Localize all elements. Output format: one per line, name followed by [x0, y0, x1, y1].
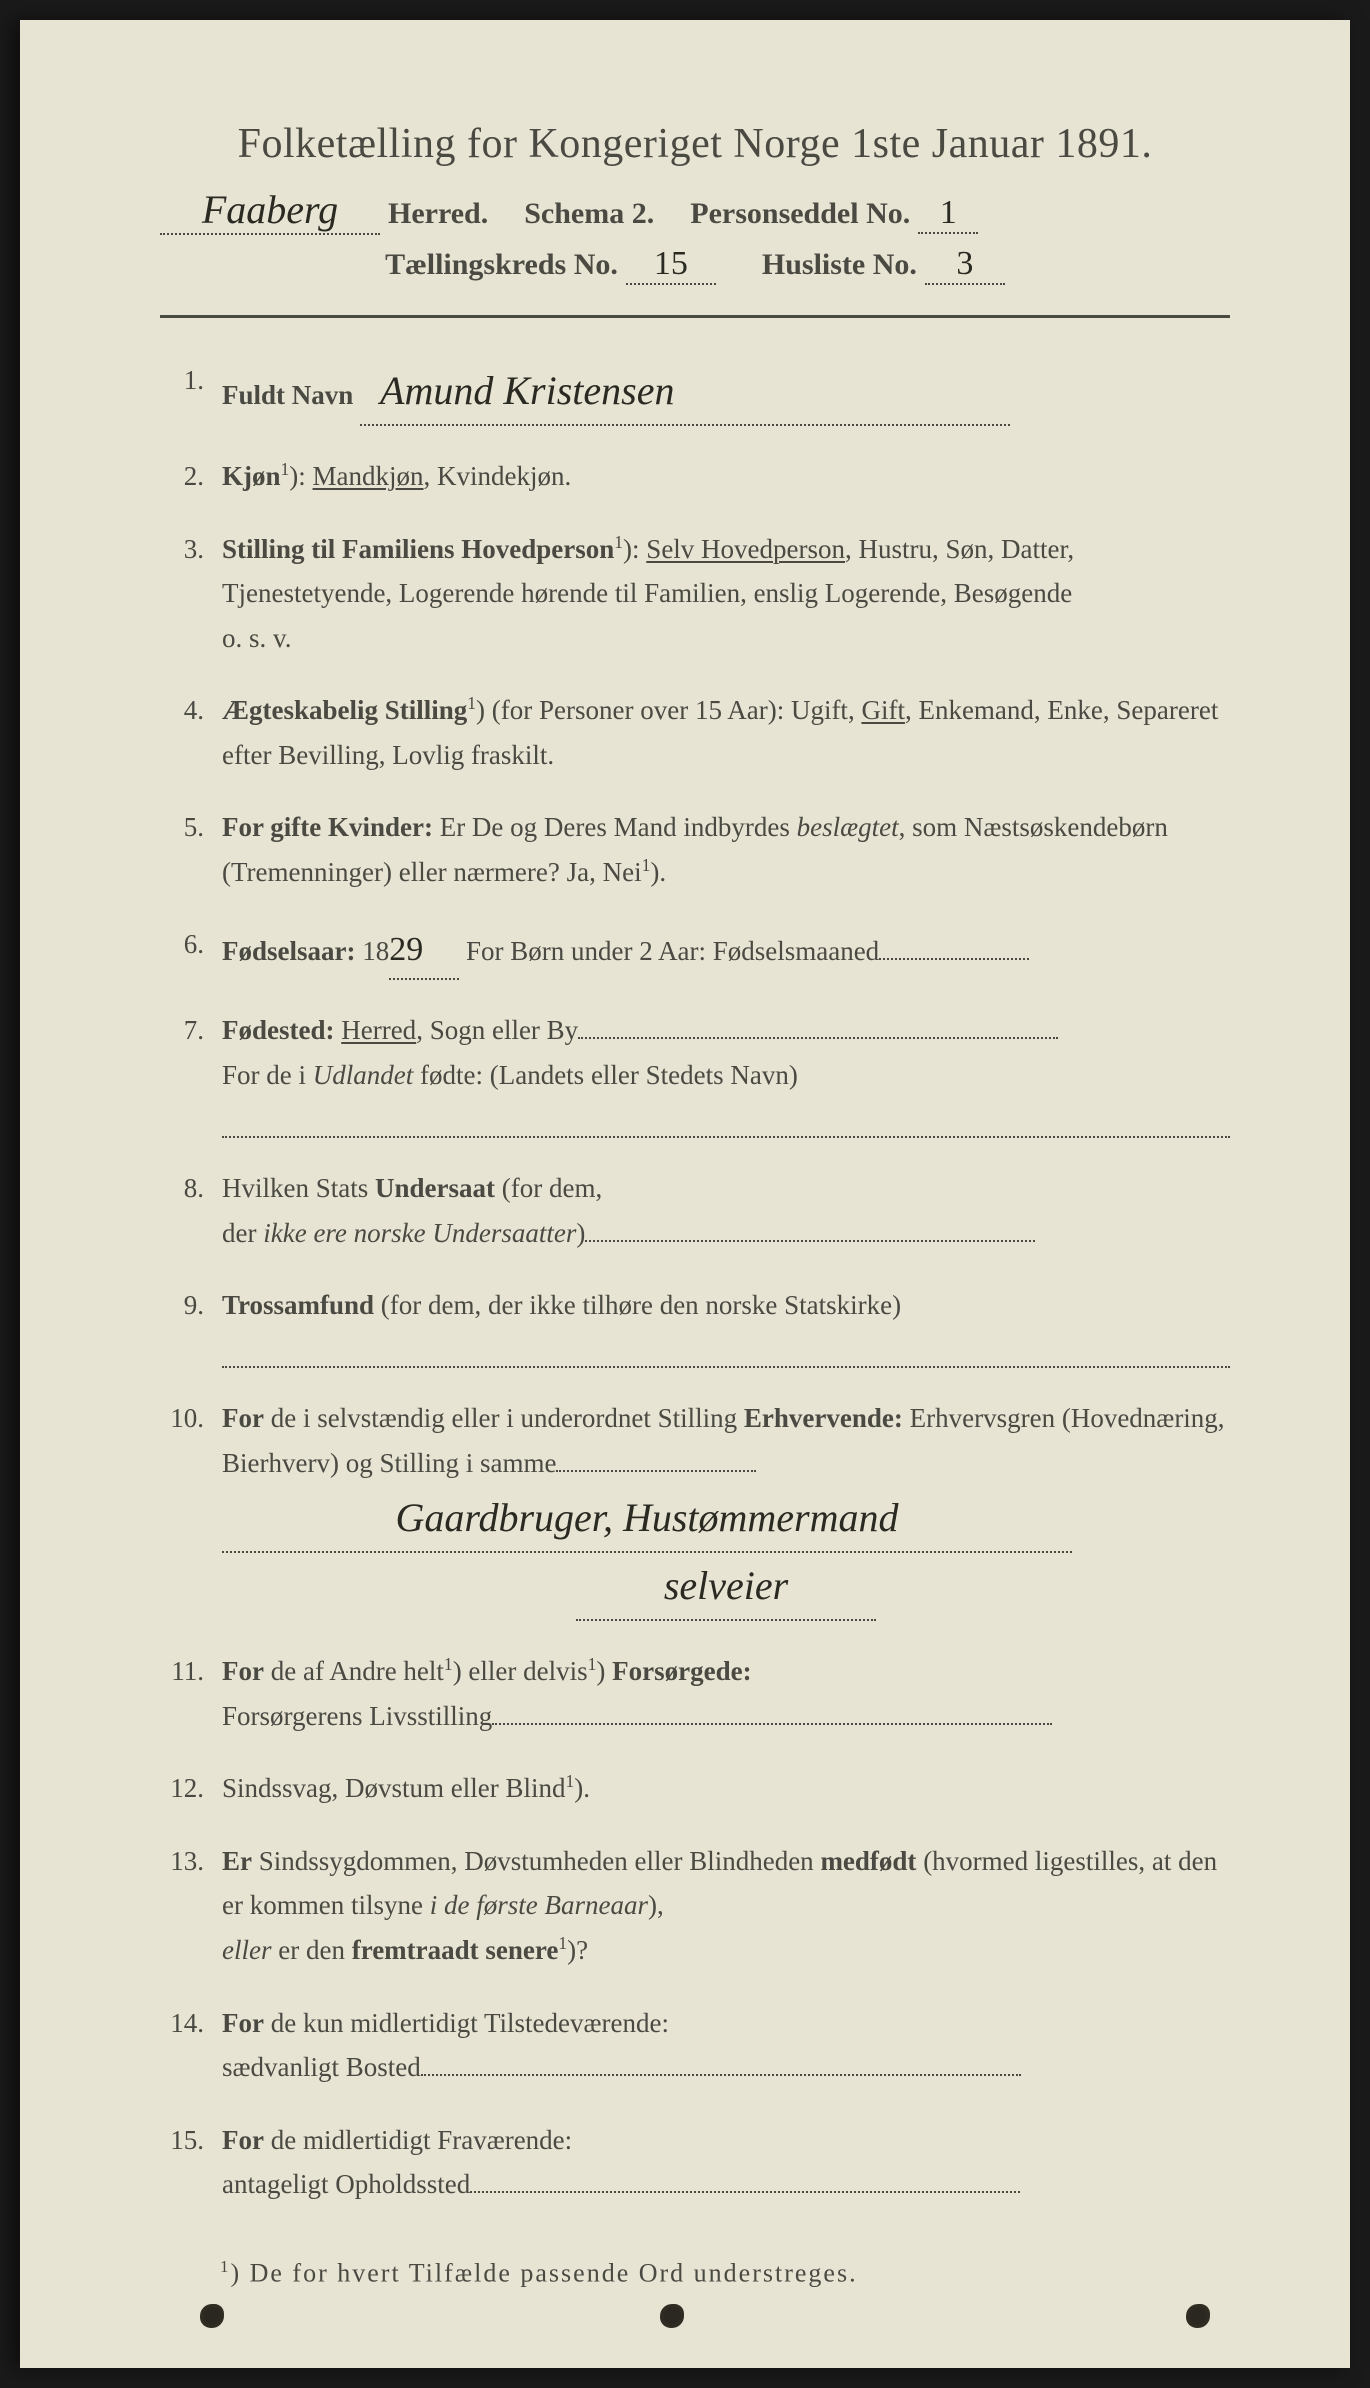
item-13: 13. Er Sindssygdommen, Døvstumheden elle… [160, 1839, 1230, 1973]
q4-gift: Gift [861, 695, 905, 725]
q7-herred: Herred [341, 1015, 416, 1045]
personseddel-label: Personseddel No. [690, 197, 910, 231]
item-8: 8. Hvilken Stats Undersaat (for dem, der… [160, 1166, 1230, 1255]
item-5: 5. For gifte Kvinder: Er De og Deres Man… [160, 805, 1230, 894]
q4-label: Ægteskabelig Stilling [222, 695, 467, 725]
kreds-label: Tællingskreds No. [385, 248, 618, 282]
divider-line [160, 315, 1230, 318]
item-10: 10. For de i selvstændig eller i underor… [160, 1396, 1230, 1621]
q10-hw2: selveier [576, 1553, 876, 1621]
q6-label: Fødselsaar: [222, 936, 355, 966]
schema-label: Schema 2. [524, 197, 654, 231]
census-form-page: Folketælling for Kongeriget Norge 1ste J… [20, 20, 1350, 2368]
punch-hole-right [1186, 2304, 1210, 2328]
q5-label: For gifte Kvinder: [222, 812, 433, 842]
personseddel-no: 1 [918, 194, 978, 234]
punch-hole-center [660, 2304, 684, 2328]
header-row-1: Faaberg Herred. Schema 2. Personseddel N… [160, 186, 1230, 235]
item-2: 2. Kjøn1): Mandkjøn, Kvindekjøn. [160, 454, 1230, 499]
q2-label: Kjøn [222, 461, 281, 491]
item-4: 4. Ægteskabelig Stilling1) (for Personer… [160, 688, 1230, 777]
header-row-2: Tællingskreds No. 15 Husliste No. 3 [160, 245, 1230, 285]
husliste-label: Husliste No. [762, 248, 917, 282]
item-6: 6. Fødselsaar: 1829 For Børn under 2 Aar… [160, 922, 1230, 980]
q9-trossamfund: Trossamfund [222, 1290, 374, 1320]
punch-hole-left [200, 2304, 224, 2328]
q1-label: Fuldt Navn [222, 380, 353, 410]
q6-year: 29 [389, 922, 459, 980]
item-12: 12. Sindssvag, Døvstum eller Blind1). [160, 1766, 1230, 1811]
herred-label: Herred. [388, 197, 488, 231]
q8-undersaat: Undersaat [375, 1173, 495, 1203]
q2-mandkjon: Mandkjøn [313, 461, 424, 491]
q1-value: Amund Kristensen [360, 358, 1010, 426]
item-11: 11. For de af Andre helt1) eller delvis1… [160, 1649, 1230, 1738]
form-title: Folketælling for Kongeriget Norge 1ste J… [160, 120, 1230, 168]
husliste-no: 3 [925, 245, 1005, 285]
q7-label: Fødested: [222, 1015, 334, 1045]
item-9: 9. Trossamfund (for dem, der ikke tilhør… [160, 1283, 1230, 1368]
q10-hw1: Gaardbruger, Hustømmermand [222, 1485, 1072, 1553]
item-14: 14. For de kun midlertidigt Tilstedevære… [160, 2001, 1230, 2090]
q3-label: Stilling til Familiens Hovedperson [222, 534, 614, 564]
q3-selv: Selv Hovedperson [646, 534, 845, 564]
item-3: 3. Stilling til Familiens Hovedperson1):… [160, 527, 1230, 661]
item-15: 15. For de midlertidigt Fraværende: anta… [160, 2118, 1230, 2207]
herred-field: Faaberg [160, 186, 380, 235]
item-1: 1. Fuldt Navn Amund Kristensen [160, 358, 1230, 426]
item-7: 7. Fødested: Herred, Sogn eller By For d… [160, 1008, 1230, 1138]
kreds-no: 15 [626, 245, 716, 285]
footnote: 1) De for hvert Tilfælde passende Ord un… [220, 2257, 1230, 2289]
